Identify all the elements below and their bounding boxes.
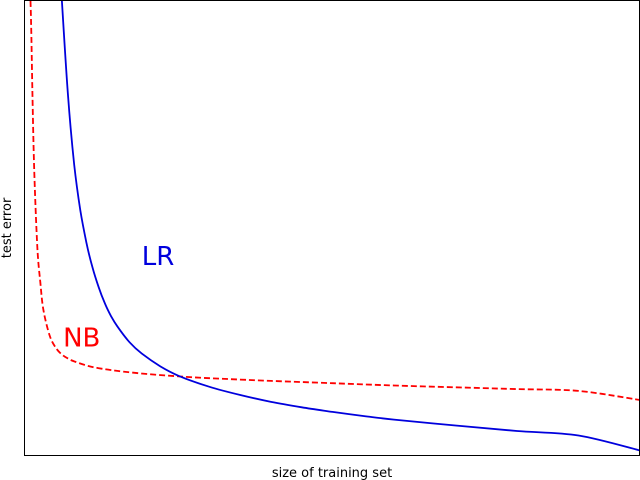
- curve-label-nb: NB: [63, 323, 100, 353]
- plot-area: [29, 1, 640, 452]
- x-axis-label: size of training set: [272, 466, 392, 480]
- y-axis-label: test error: [0, 197, 15, 258]
- series-line-lr: [61, 1, 640, 452]
- plot-frame: [24, 0, 640, 456]
- curve-label-lr: LR: [142, 242, 175, 272]
- series-line-nb: [29, 1, 640, 401]
